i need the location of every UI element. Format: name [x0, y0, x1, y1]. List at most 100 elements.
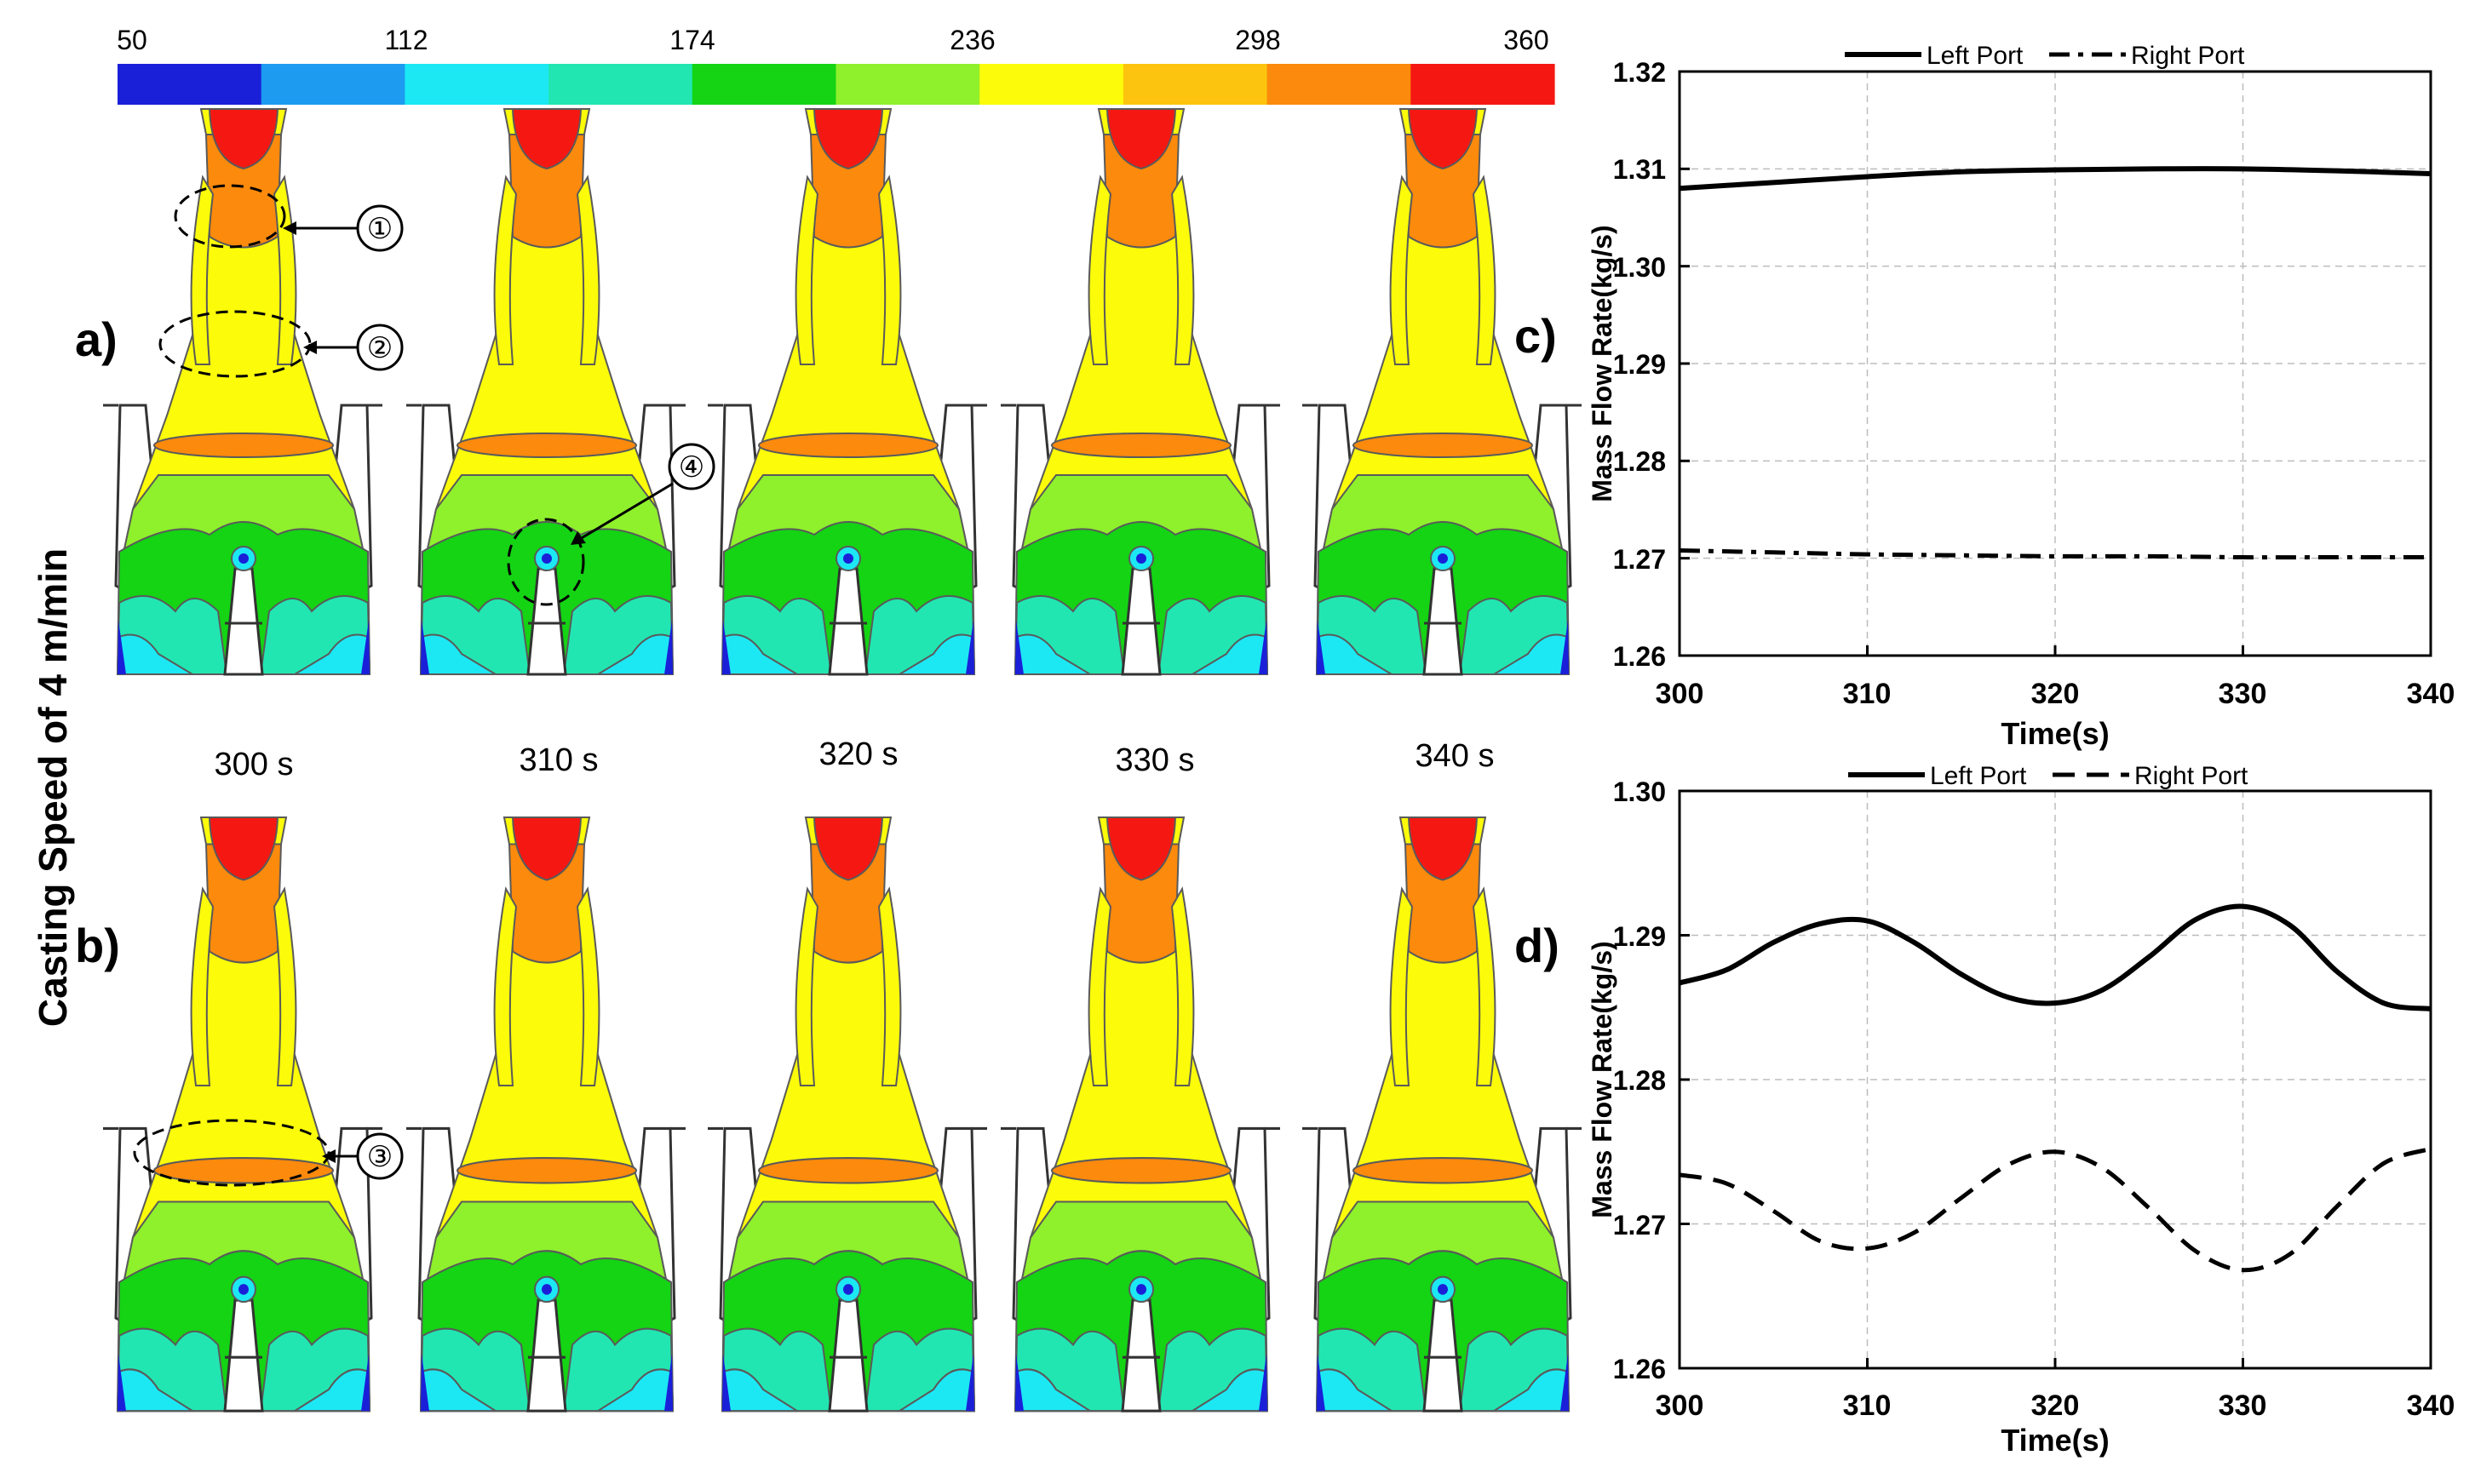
marker-label: ③: [367, 1141, 393, 1173]
marker-3-circle: [356, 1132, 404, 1180]
contour-zone: [457, 1156, 637, 1184]
panel-label-a: a): [75, 312, 118, 366]
arrow-heads: [283, 221, 586, 1163]
snapshot-panel: [708, 108, 993, 676]
colorbar-segment: [692, 64, 837, 105]
chart-d-series-right-port: [1680, 1146, 2431, 1273]
snapshot-panel: [406, 108, 692, 676]
vortex-core: [843, 553, 853, 564]
contour-zone: [208, 816, 279, 881]
x-tick-label: 330: [2219, 678, 2267, 710]
colorbar-tick: 298: [1235, 25, 1280, 55]
colorbar-tick: 174: [669, 25, 715, 55]
vortex-core: [542, 553, 552, 564]
vortex-core: [843, 1284, 853, 1295]
contour-zone: [813, 108, 884, 170]
marker-1-circle: [356, 204, 404, 252]
contour-zone: [1389, 886, 1496, 1087]
x-tick-label: 300: [1656, 678, 1704, 710]
snapshot-panel: [103, 108, 388, 676]
chart-c-series-left-port: [1680, 166, 2431, 192]
legend-right-port-label: Right Port: [2134, 762, 2248, 790]
colorbar-segment: [1410, 64, 1555, 105]
y-tick-label: 1.29: [1613, 921, 1666, 952]
marker-labels: ① ② ③ ④: [367, 213, 704, 1173]
contour-zone: [511, 816, 583, 881]
contour-zone: [1105, 816, 1177, 881]
chart-d: 300 310 320 330 340 1.26 1.27 1.28 1.29 …: [1587, 762, 2455, 1458]
x-tick-label: 310: [1843, 1389, 1892, 1422]
panel-label-c: c): [1514, 309, 1557, 363]
chart-c-ylabel: Mass Flow Rate(kg/s): [1587, 225, 1617, 501]
colorbar-segment: [118, 64, 262, 105]
y-tick-label: 1.29: [1613, 349, 1666, 380]
contour-zone: [1315, 595, 1571, 675]
stopper-rod: [223, 1298, 264, 1412]
stopper-rod: [1121, 1298, 1162, 1412]
chart-c-xticklabels: 300 310 320 330 340: [1656, 678, 2455, 710]
contour-zone: [721, 595, 976, 675]
contour-zone: [511, 108, 583, 170]
contour-zone: [1389, 175, 1496, 365]
vortex-core: [542, 1284, 552, 1295]
contour-zone: [795, 175, 902, 365]
chart-c-legend: Left Port Right Port: [1845, 42, 2245, 70]
contour-zone: [1014, 1327, 1269, 1412]
marker-label: ①: [367, 213, 393, 245]
marker-2-circle: [356, 324, 404, 371]
contour-zone: [1088, 886, 1195, 1087]
contour-zone: [1088, 175, 1195, 365]
chart-d-yticklabels: 1.26 1.27 1.28 1.29 1.30: [1613, 776, 1666, 1384]
contour-zone: [116, 595, 371, 675]
chart-d-xticklabels: 300 310 320 330 340: [1656, 1389, 2455, 1422]
contour-zone: [457, 433, 637, 458]
chart-c-ticks: [1678, 70, 2432, 657]
time-label: 300 s: [215, 747, 294, 782]
chart-c: 300 310 320 330 340 1.26 1.27 1.28 1.29 …: [1587, 42, 2455, 751]
marker-4-arrow: [575, 482, 674, 543]
stopper-rod: [1121, 567, 1162, 676]
time-label: 330 s: [1116, 742, 1195, 778]
y-tick-label: 1.30: [1613, 252, 1666, 283]
colorbar-segment: [548, 64, 693, 105]
chart-d-ticks: [1678, 789, 2432, 1370]
x-tick-label: 340: [2407, 1389, 2455, 1422]
x-tick-label: 330: [2219, 1389, 2267, 1422]
marker-1-ellipse: [174, 184, 286, 249]
contour-zone: [190, 886, 297, 1087]
snapshot-panel: [103, 816, 388, 1412]
stopper-rod: [828, 567, 869, 676]
contour-zone: [419, 1327, 675, 1412]
snapshot-panel: [708, 816, 993, 1412]
time-label: 310 s: [520, 742, 599, 778]
chart-c-series-right-port: [1680, 548, 2431, 560]
marker-4-ellipse: [507, 518, 585, 606]
contour-zone: [758, 1156, 939, 1184]
contour-zone: [493, 886, 600, 1087]
x-tick-label: 320: [2031, 678, 2080, 710]
vortex-core: [1136, 553, 1146, 564]
snapshot-panel: [1302, 108, 1588, 676]
vortex-core: [238, 553, 249, 564]
contour-zone: [721, 1327, 976, 1412]
chart-c-xlabel: Time(s): [2001, 716, 2109, 751]
y-tick-label: 1.26: [1613, 1354, 1666, 1384]
vortex-core: [1136, 1284, 1146, 1295]
chart-d-grid: [1679, 790, 2432, 1369]
colorbar-tick: 236: [950, 25, 995, 55]
colorbar-segment: [1266, 64, 1411, 105]
panel-label-b: b): [75, 919, 120, 972]
contour-zone: [1014, 595, 1269, 675]
contour-zone: [493, 175, 600, 365]
legend-right-port-label: Right Port: [2131, 42, 2245, 70]
contour-zone: [758, 433, 939, 458]
time-label: 320 s: [819, 736, 899, 772]
colorbar-tick: 112: [384, 25, 428, 55]
x-tick-label: 320: [2031, 1389, 2080, 1422]
snapshot-panel: [1001, 816, 1286, 1412]
contour-zone: [795, 886, 902, 1087]
contour-zone: [1407, 816, 1479, 881]
y-tick-label: 1.27: [1613, 1210, 1666, 1240]
chart-d-legend: Left Port Right Port: [1848, 762, 2248, 790]
